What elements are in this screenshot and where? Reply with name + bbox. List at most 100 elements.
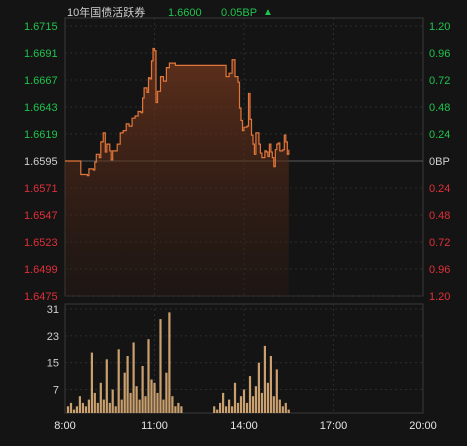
volume-bar [66,406,70,413]
volume-bar [254,386,257,413]
volume-bar [132,342,135,413]
volume-bar [263,345,266,413]
volume-bar [228,399,231,413]
volume-bar [126,356,129,413]
volume-bar [177,402,180,413]
volume-tick-label: 31 [47,304,59,316]
volume-bar [75,406,78,413]
price-change: 0.05BP [221,7,258,19]
volume-bar [245,402,249,413]
volume-bar [102,399,105,413]
bp-tick-label: 0.96 [429,48,450,60]
volume-bar [219,402,222,413]
price-tick-label: 1.6715 [24,21,58,33]
price-tick-label: 1.6547 [24,210,58,222]
volume-bar [153,382,156,413]
price-area [65,48,289,296]
volume-bar [99,382,102,413]
volume-bar [141,366,144,413]
volume-bar [213,406,216,413]
volume-bar [251,396,255,413]
price-tick-label: 1.6667 [24,75,58,87]
volume-bar [123,372,126,413]
price-tick-label: 1.6643 [24,102,58,114]
volume-bar [87,399,90,413]
volume-bar [144,396,147,413]
bp-tick-label: 0BP [429,156,450,168]
volume-bar [117,349,120,413]
volume-bar [284,402,287,413]
volume-bar [242,389,246,413]
bp-tick-label: 0.72 [429,75,450,87]
volume-bar [84,406,87,413]
volume-bar [129,392,132,413]
time-tick-label: 8:00 [54,420,75,432]
bp-tick-label: 0.24 [429,183,450,195]
time-tick-label: 20:00 [409,420,437,432]
volume-bar [120,399,123,413]
volume-bar [69,402,73,413]
volume-bar [275,369,278,413]
price-tick-label: 1.6571 [24,183,58,195]
bp-tick-label: 1.20 [429,21,450,33]
volume-bar [138,399,141,413]
bp-tick-label: 0.24 [429,129,450,141]
volume-bar [78,396,81,413]
price-tick-label: 1.6595 [24,156,58,168]
volume-bar [171,396,174,413]
volume-bar [168,312,171,413]
volume-bar [180,406,183,413]
volume-bar [159,319,162,413]
volume-bar [156,392,159,413]
bp-tick-label: 0.48 [429,102,450,114]
volume-bar [111,389,114,413]
volume-bar [93,392,96,413]
volume-bar [147,339,150,413]
volume-bar [90,352,93,413]
volume-bar [281,406,284,413]
volume-bar [216,409,219,413]
volume-bar [231,406,234,413]
volume-bar [150,379,153,413]
volume-bar [260,392,263,413]
volume-bar [287,409,290,413]
time-tick-label: 11:00 [141,420,168,432]
volume-bar [257,362,260,413]
price-tick-label: 1.6499 [24,264,58,276]
volume-bar [174,406,177,413]
price-tick-label: 1.6619 [24,129,58,141]
volume-bar [222,392,225,413]
time-tick-label: 14:00 [230,420,258,432]
instrument-title: 10年国债活跃券 [67,7,146,19]
volume-bar [233,382,237,413]
volume-bar [162,399,165,413]
volume-bar [236,402,240,413]
price-tick-label: 1.6475 [24,291,58,303]
volume-bar [165,372,168,413]
price-line [65,47,290,177]
volume-bar [72,409,76,413]
bp-tick-label: 0.48 [429,210,450,222]
volume-bar [96,402,99,413]
bp-tick-label: 1.20 [429,291,450,303]
volume-bar [135,386,138,413]
volume-bar [248,376,252,413]
volume-bar [266,382,269,413]
bp-tick-label: 0.96 [429,264,450,276]
volume-bar [114,406,117,413]
volume-bar [108,402,111,413]
volume-bar [269,356,272,413]
up-arrow-icon: ▲ [263,7,273,18]
bp-tick-label: 0.72 [429,237,450,249]
volume-bar [81,402,84,413]
volume-bar [272,396,275,413]
volume-bar [105,359,108,413]
price-tick-label: 1.6691 [24,48,58,60]
volume-tick-label: 15 [47,358,59,370]
volume-bar [239,396,243,413]
volume-bar [225,406,228,413]
price-tick-label: 1.6523 [24,237,58,249]
time-tick-label: 17:00 [320,420,348,432]
last-price: 1.6600 [168,7,202,19]
